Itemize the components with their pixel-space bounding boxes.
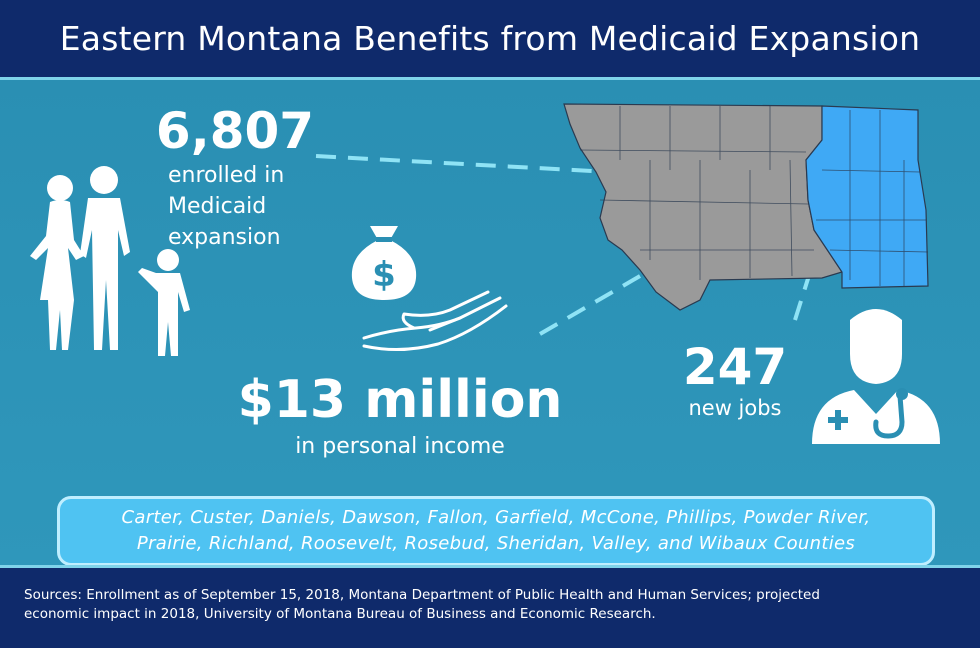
open-hand-icon bbox=[362, 290, 508, 352]
counties-line1: Carter, Custer, Daniels, Dawson, Fallon,… bbox=[121, 507, 871, 528]
income-number: $13 million bbox=[237, 370, 563, 430]
jobs-label: new jobs bbox=[688, 396, 782, 420]
enrollment-number: 6,807 bbox=[155, 102, 315, 160]
doctor-icon bbox=[812, 309, 940, 444]
sources-line2: economic impact in 2018, University of M… bbox=[24, 606, 656, 622]
montana-map bbox=[563, 103, 929, 311]
page-title: Eastern Montana Benefits from Medicaid E… bbox=[59, 19, 921, 58]
sources-line1: Sources: Enrollment as of September 15, … bbox=[24, 587, 820, 603]
enrollment-label: enrolled in Medicaid expansion bbox=[150, 160, 350, 253]
sources-footer: Sources: Enrollment as of September 15, … bbox=[24, 586, 964, 624]
jobs-number: 247 bbox=[682, 338, 788, 396]
money-bag-icon: $ bbox=[351, 226, 417, 300]
svg-text:$: $ bbox=[372, 255, 396, 295]
income-label: in personal income bbox=[295, 434, 505, 459]
enrollment-label-line3: expansion bbox=[168, 225, 281, 250]
infographic-panel: 6,807 enrolled in Medicaid expansion $ $… bbox=[0, 80, 980, 568]
counties-line2: Prairie, Richland, Roosevelt, Rosebud, S… bbox=[136, 533, 856, 554]
enrollment-label-line2: Medicaid bbox=[168, 194, 267, 219]
counties-callout: Carter, Custer, Daniels, Dawson, Fallon,… bbox=[57, 496, 935, 565]
map-eastern-counties bbox=[805, 105, 929, 289]
family-icon bbox=[30, 166, 190, 356]
enrollment-label-line1: enrolled in bbox=[168, 163, 285, 188]
header-bar: Eastern Montana Benefits from Medicaid E… bbox=[0, 0, 980, 80]
map-western-counties bbox=[563, 103, 843, 311]
